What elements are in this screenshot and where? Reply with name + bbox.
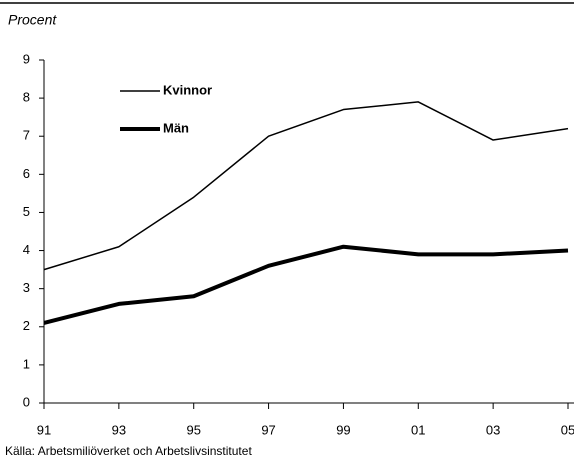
y-tick-label: 8 bbox=[23, 90, 30, 105]
legend-label: Kvinnor bbox=[163, 82, 212, 97]
x-tick-label: 93 bbox=[112, 422, 126, 437]
y-axis-label: Procent bbox=[8, 12, 57, 28]
x-tick-label: 01 bbox=[411, 422, 425, 437]
y-tick-label: 3 bbox=[23, 280, 30, 295]
line-series bbox=[43, 101, 569, 271]
y-tick-label: 4 bbox=[23, 242, 30, 257]
x-tick-label: 91 bbox=[37, 422, 51, 437]
y-tick-label: 9 bbox=[23, 51, 30, 66]
source: Källa: Arbetsmiliöverket och Arbetslivsi… bbox=[5, 444, 252, 458]
x-tick-label: 97 bbox=[261, 422, 275, 437]
legend-label: Män bbox=[163, 120, 189, 135]
y-tick-label: 5 bbox=[23, 204, 30, 219]
y-tick-label: 0 bbox=[23, 394, 30, 409]
x-tick-label: 03 bbox=[486, 422, 500, 437]
x-tick-label: 99 bbox=[336, 422, 350, 437]
y-tick-label: 7 bbox=[23, 128, 30, 143]
y-tick-label: 2 bbox=[23, 318, 30, 333]
line-series bbox=[43, 244, 569, 325]
x-tick-label: 95 bbox=[186, 422, 200, 437]
x-tick-label: 05 bbox=[561, 422, 574, 437]
y-tick-label: 6 bbox=[23, 166, 30, 181]
y-tick-label: 1 bbox=[23, 356, 30, 371]
